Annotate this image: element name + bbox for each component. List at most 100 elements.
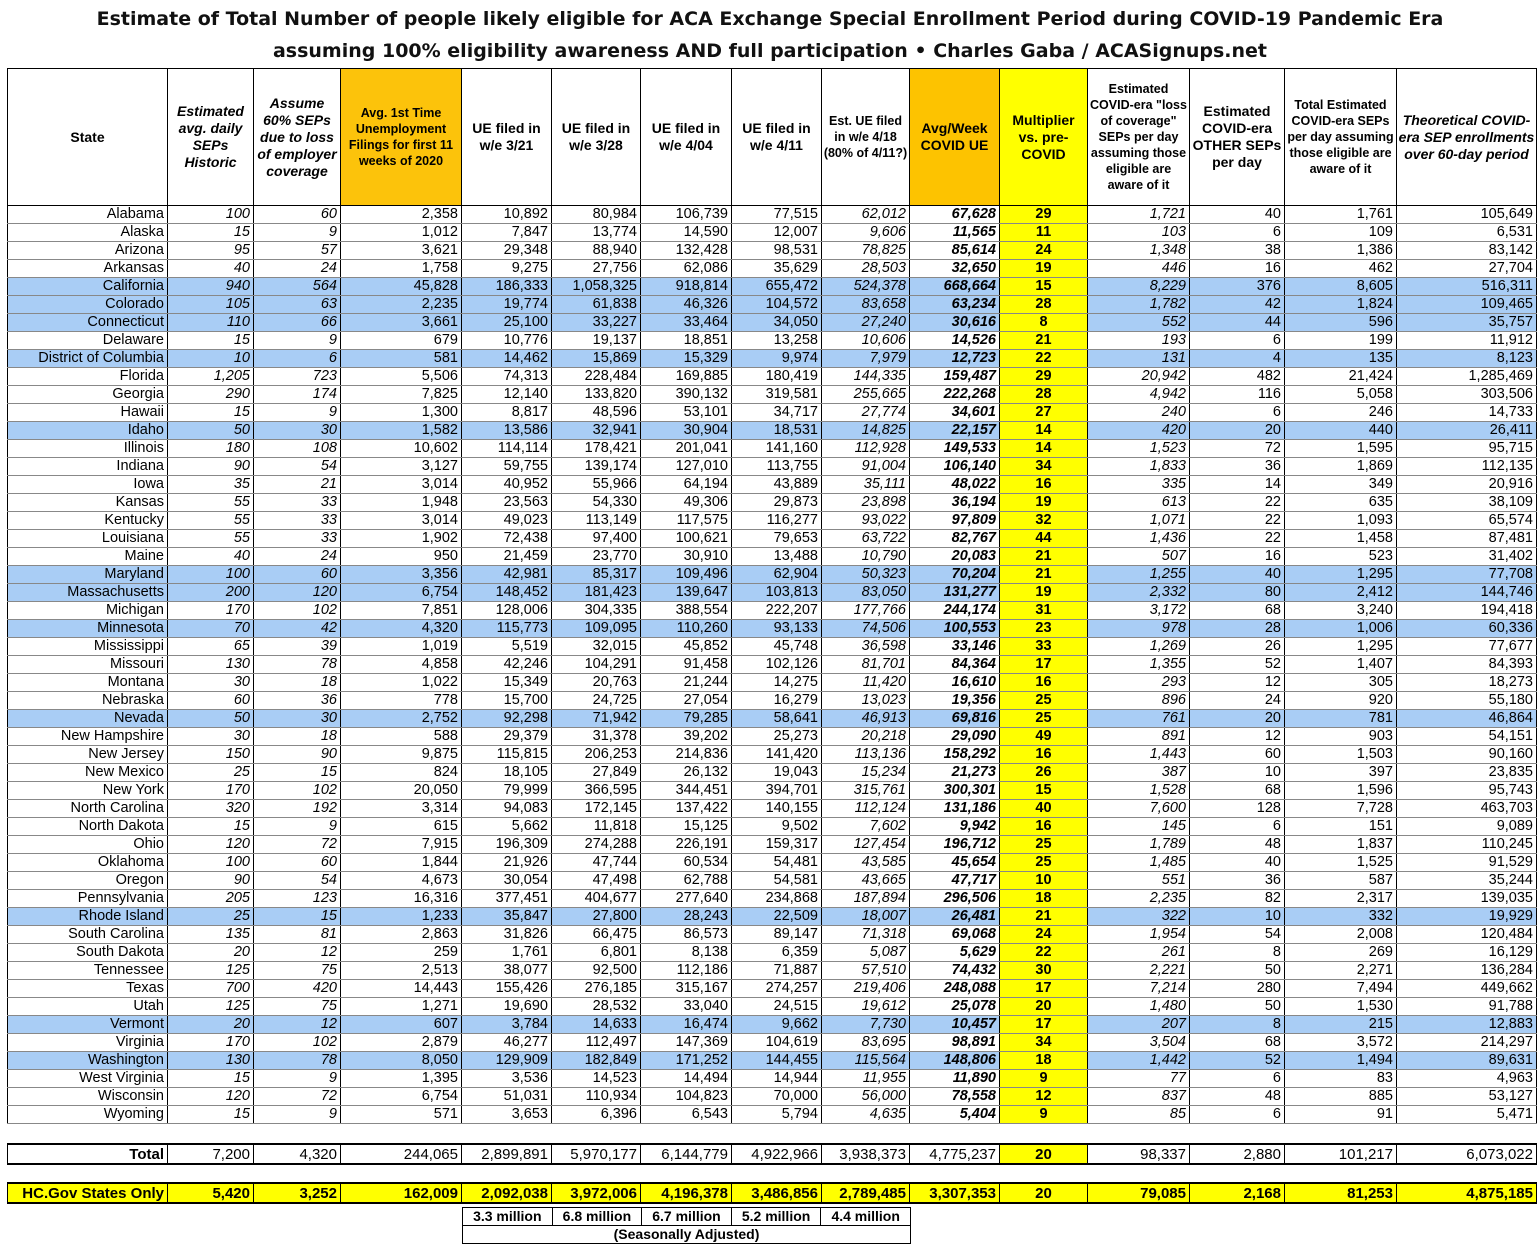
cell-value: 90,160	[1396, 745, 1537, 764]
cell-value: 68	[1189, 1033, 1285, 1052]
cell-value: 178,421	[551, 439, 641, 458]
cell-value: 440	[1284, 421, 1397, 440]
cell-value: 552	[1087, 313, 1190, 332]
cell-value: 30,910	[640, 547, 732, 566]
cell-value: 27,774	[821, 403, 910, 422]
cell-value: 1,761	[461, 943, 552, 962]
cell-value: 33	[253, 511, 341, 530]
cell-value: 26	[999, 763, 1088, 782]
cell-value: 5,058	[1284, 385, 1397, 404]
table-row: North Carolina 320 192 3,314 94,083 172,145 13…	[7, 799, 1537, 818]
table-row: California 940 564 45,828 186,333 1,058,325 91…	[7, 277, 1537, 296]
cell-value: 15	[167, 403, 254, 422]
cell-value: 83,050	[821, 583, 910, 602]
state-name: Alabama	[7, 205, 168, 224]
cell-value: 36	[1189, 457, 1285, 476]
cell-value: 159,317	[731, 835, 822, 854]
cell-value: 1,442	[1087, 1051, 1190, 1070]
cell-value: 1,782	[1087, 295, 1190, 314]
cell-value: 31,826	[461, 925, 552, 944]
cell-value: 891	[1087, 727, 1190, 746]
cell-value: 3,014	[340, 475, 462, 494]
table-row: Massachusetts 200 120 6,754 148,452 181,423 13…	[7, 583, 1537, 602]
cell-value: 214,836	[640, 745, 732, 764]
cell-value: 10	[167, 349, 254, 368]
table-row: Florida 1,205 723 5,506 74,313 228,484 169,885…	[7, 367, 1537, 386]
cell-value: 196,712	[909, 835, 1000, 854]
cell-value: 9	[253, 223, 341, 242]
cell-value: 35,244	[1396, 871, 1537, 890]
cell-value: 8,229	[1087, 277, 1190, 296]
cell-value: 222,207	[731, 601, 822, 620]
cell-value: 32,941	[551, 421, 641, 440]
cell-value: 7,600	[1087, 799, 1190, 818]
cell-value: 123	[253, 889, 341, 908]
cell-value: 274,257	[731, 979, 822, 998]
cell-value: 15,234	[821, 763, 910, 782]
cell-value: 42,981	[461, 565, 552, 584]
cell-value: 81,253	[1284, 1182, 1397, 1204]
cell-value: 5,420	[167, 1182, 254, 1204]
cell-value: 15	[999, 781, 1088, 800]
cell-value: 18,007	[821, 907, 910, 926]
cell-value: 319,581	[731, 385, 822, 404]
cell-value: 27,756	[551, 259, 641, 278]
table-row: New Mexico 25 15 824 18,105 27,849 26,132 19,04…	[7, 763, 1537, 782]
cell-value: 21	[999, 547, 1088, 566]
cell-value: 20	[999, 997, 1088, 1016]
cell-value: 10,606	[821, 331, 910, 350]
cell-value: 186,333	[461, 277, 552, 296]
cell-value: 43,889	[731, 475, 822, 494]
cell-value: 35	[167, 475, 254, 494]
state-name: New Mexico	[7, 763, 168, 782]
cell-value: 3,621	[340, 241, 462, 260]
cell-value: 38,077	[461, 961, 552, 980]
cell-value: 151	[1284, 817, 1397, 836]
cell-value: 21,424	[1284, 367, 1397, 386]
cell-value: 781	[1284, 709, 1397, 728]
cell-value: 13,774	[551, 223, 641, 242]
cell-value: 7,728	[1284, 799, 1397, 818]
cell-value: 30	[999, 961, 1088, 980]
cell-value: 4,963	[1396, 1069, 1537, 1088]
cell-value: 66,475	[551, 925, 641, 944]
cell-value: 885	[1284, 1087, 1397, 1106]
cell-value: 131,277	[909, 583, 1000, 602]
state-name: South Dakota	[7, 943, 168, 962]
cell-value: 125	[167, 961, 254, 980]
cell-value: 10,790	[821, 547, 910, 566]
cell-value: 16	[999, 817, 1088, 836]
cell-value: 30,054	[461, 871, 552, 890]
cell-value: 24,515	[731, 997, 822, 1016]
cell-value: 54,481	[731, 853, 822, 872]
cell-value: 43,665	[821, 871, 910, 890]
cell-value: 1,071	[1087, 511, 1190, 530]
cell-value: 29	[999, 205, 1088, 224]
cell-value: 13,488	[731, 547, 822, 566]
cell-value: 28	[999, 295, 1088, 314]
cell-value: 70,204	[909, 565, 1000, 584]
table-row: Indiana 90 54 3,127 59,755 139,174 127,010 113,…	[7, 457, 1537, 476]
cell-value: 551	[1087, 871, 1190, 890]
cell-value: 335	[1087, 475, 1190, 494]
cell-value: 10	[1189, 763, 1285, 782]
cell-value: 120	[167, 1087, 254, 1106]
cell-value: 2,168	[1189, 1182, 1285, 1204]
state-name: Mississippi	[7, 637, 168, 656]
cell-value: 2,412	[1284, 583, 1397, 602]
state-name: New York	[7, 781, 168, 800]
cell-value: 174	[253, 385, 341, 404]
cell-value: 215	[1284, 1015, 1397, 1034]
cell-value: 15,700	[461, 691, 552, 710]
cell-value: 920	[1284, 691, 1397, 710]
column-header: Avg/Week COVID UE	[909, 68, 1000, 206]
cell-value: 83	[1284, 1069, 1397, 1088]
cell-value: 7,847	[461, 223, 552, 242]
cell-value: 12,140	[461, 385, 552, 404]
cell-value: 10,457	[909, 1015, 1000, 1034]
cell-value: 274,288	[551, 835, 641, 854]
cell-value: 1,758	[340, 259, 462, 278]
cell-value: 5,087	[821, 943, 910, 962]
cell-value: 8,817	[461, 403, 552, 422]
cell-value: 21	[999, 907, 1088, 926]
